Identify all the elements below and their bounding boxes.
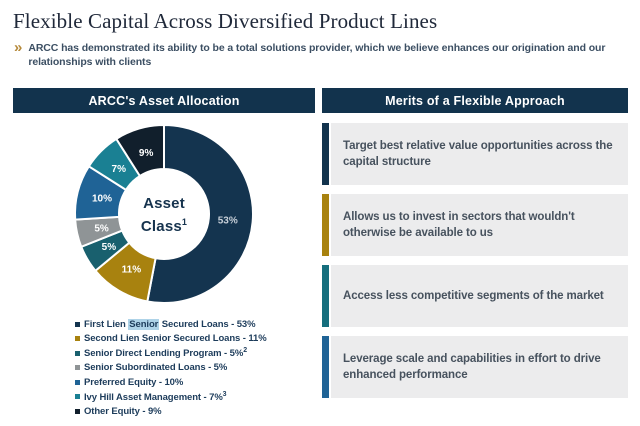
left-panel-header: ARCC's Asset Allocation — [13, 88, 315, 113]
legend-item: Senior Direct Lending Program - 5%2 — [75, 346, 325, 361]
merit-text: Leverage scale and capabilities in effor… — [343, 353, 601, 381]
legend-swatch — [75, 321, 80, 327]
legend-label: Senior Direct Lending Program - 5%2 — [84, 347, 247, 360]
merit-box: Access less competitive segments of the … — [331, 265, 628, 327]
legend-label: Preferred Equity - 10% — [84, 376, 184, 388]
legend-swatch — [75, 365, 80, 371]
merits-list: Target best relative value opportunities… — [322, 123, 628, 407]
double-chevron-icon: » — [14, 39, 22, 56]
center-label-line2: Class — [140, 218, 182, 235]
page-title: Flexible Capital Across Diversified Prod… — [13, 9, 438, 33]
merit-item: Allows us to invest in sectors that woul… — [322, 194, 628, 256]
chart-legend: First Lien Senior Secured Loans - 53% Sec… — [75, 317, 325, 419]
legend-swatch — [75, 408, 80, 414]
legend-item: Second Lien Senior Secured Loans - 11% — [75, 332, 325, 347]
donut-slice-label: 9% — [139, 148, 154, 159]
legend-item: Senior Subordinated Loans - 5% — [75, 361, 325, 376]
legend-item: Ivy Hill Asset Management - 7%3 — [75, 390, 325, 405]
donut-slice — [146, 123, 254, 304]
legend-label: Senior Subordinated Loans - 5% — [84, 362, 228, 374]
legend-swatch — [75, 394, 80, 400]
donut-slice-label: 5% — [102, 242, 117, 253]
legend-label: Other Equity - 9% — [84, 405, 162, 417]
center-label-superscript: 1 — [181, 217, 188, 227]
legend-item: First Lien Senior Secured Loans - 53% — [75, 317, 325, 332]
merit-accent-bar — [322, 336, 329, 398]
asset-allocation-donut-chart: 53% 11% 5% 5% 10% 7% 9% — [74, 123, 254, 304]
merit-accent-bar — [322, 194, 329, 256]
highlighted-word: Senior — [128, 318, 160, 330]
merit-text: Allows us to invest in sectors that woul… — [343, 211, 575, 239]
merit-box: Leverage scale and capabilities in effor… — [331, 336, 628, 398]
legend-label: Ivy Hill Asset Management - 7%3 — [84, 390, 227, 403]
merit-box: Allows us to invest in sectors that woul… — [331, 194, 628, 256]
donut-slice-label: 10% — [92, 194, 112, 205]
merit-item: Leverage scale and capabilities in effor… — [322, 336, 628, 398]
merit-box: Target best relative value opportunities… — [331, 123, 628, 185]
donut-slice-label: 11% — [122, 265, 142, 276]
merit-item: Target best relative value opportunities… — [322, 123, 628, 185]
subtitle-row: » ARCC has demonstrated its ability to b… — [14, 39, 614, 69]
legend-swatch — [75, 350, 80, 356]
merit-accent-bar — [322, 123, 329, 185]
legend-label: First Lien Senior Secured Loans - 53% — [84, 318, 256, 330]
legend-swatch — [75, 379, 80, 385]
legend-item: Preferred Equity - 10% — [75, 375, 325, 390]
subtitle-text: ARCC has demonstrated its ability to be … — [28, 42, 606, 68]
donut-slice — [114, 123, 165, 178]
legend-label: Second Lien Senior Secured Loans - 11% — [84, 333, 267, 345]
legend-swatch — [75, 336, 80, 342]
merit-text: Access less competitive segments of the … — [343, 290, 604, 302]
donut-center-label: Asset Class1 — [109, 194, 219, 236]
merit-item: Access less competitive segments of the … — [322, 265, 628, 327]
legend-item: Other Equity - 9% — [75, 404, 325, 419]
center-label-line1: Asset — [143, 195, 185, 212]
donut-slice-label: 53% — [218, 216, 238, 227]
merit-accent-bar — [322, 265, 329, 327]
donut-slice-label: 5% — [94, 223, 109, 234]
donut-slice-label: 7% — [112, 164, 127, 175]
right-panel-header: Merits of a Flexible Approach — [322, 88, 628, 113]
merit-text: Target best relative value opportunities… — [343, 140, 613, 168]
